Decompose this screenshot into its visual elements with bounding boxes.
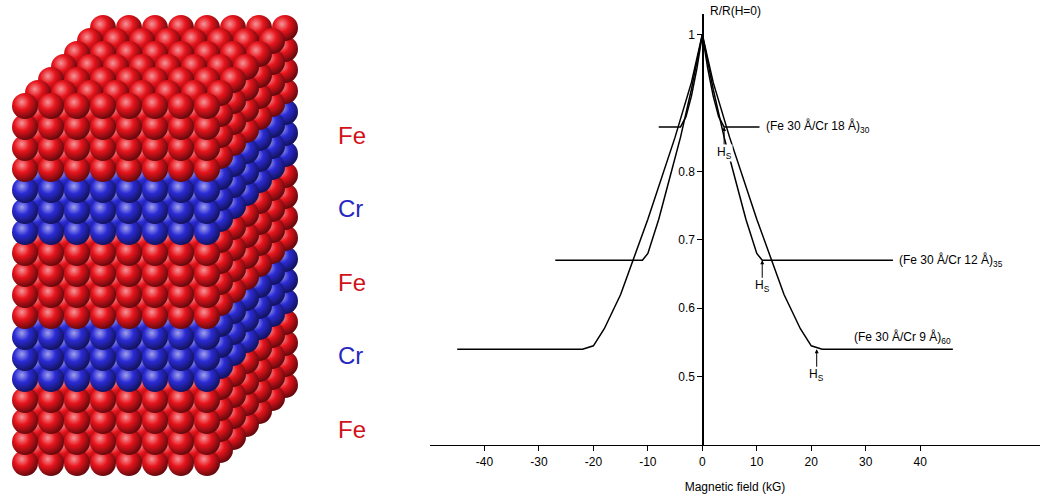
svg-text:R/R(H=0): R/R(H=0): [710, 4, 761, 18]
svg-text:Fe: Fe: [338, 269, 366, 296]
svg-text:Fe: Fe: [338, 416, 366, 443]
svg-text:10: 10: [750, 455, 764, 469]
svg-text:Magnetic field (kG): Magnetic field (kG): [685, 480, 786, 494]
svg-text:-30: -30: [530, 455, 548, 469]
svg-text:(Fe 30 Å/Cr 12 Å)​35​: (Fe 30 Å/Cr 12 Å)​35​: [899, 252, 1003, 269]
svg-text:0.8: 0.8: [678, 165, 695, 179]
svg-text:Cr: Cr: [338, 195, 363, 222]
svg-text:0: 0: [699, 455, 706, 469]
svg-text:H​S​: H​S​: [809, 367, 824, 383]
svg-text:-10: -10: [639, 455, 657, 469]
svg-text:(Fe 30 Å/Cr 9 Å)​60​: (Fe 30 Å/Cr 9 Å)​60​: [854, 329, 951, 346]
svg-text:20: 20: [805, 455, 819, 469]
svg-text:H​S​: H​S​: [717, 145, 732, 161]
svg-text:Fe: Fe: [338, 122, 366, 149]
svg-text:Cr: Cr: [338, 342, 363, 369]
svg-text:H​S​: H​S​: [755, 278, 770, 294]
svg-text:40: 40: [914, 455, 928, 469]
svg-text:-40: -40: [476, 455, 494, 469]
svg-text:30: 30: [859, 455, 873, 469]
svg-text:-20: -20: [585, 455, 603, 469]
svg-text:0.7: 0.7: [678, 233, 695, 247]
svg-text:(Fe 30 Å/Cr 18 Å)​30​: (Fe 30 Å/Cr 18 Å)​30​: [766, 118, 870, 135]
svg-text:0.5: 0.5: [678, 370, 695, 384]
svg-text:0.6: 0.6: [678, 301, 695, 315]
svg-text:1: 1: [688, 28, 695, 42]
